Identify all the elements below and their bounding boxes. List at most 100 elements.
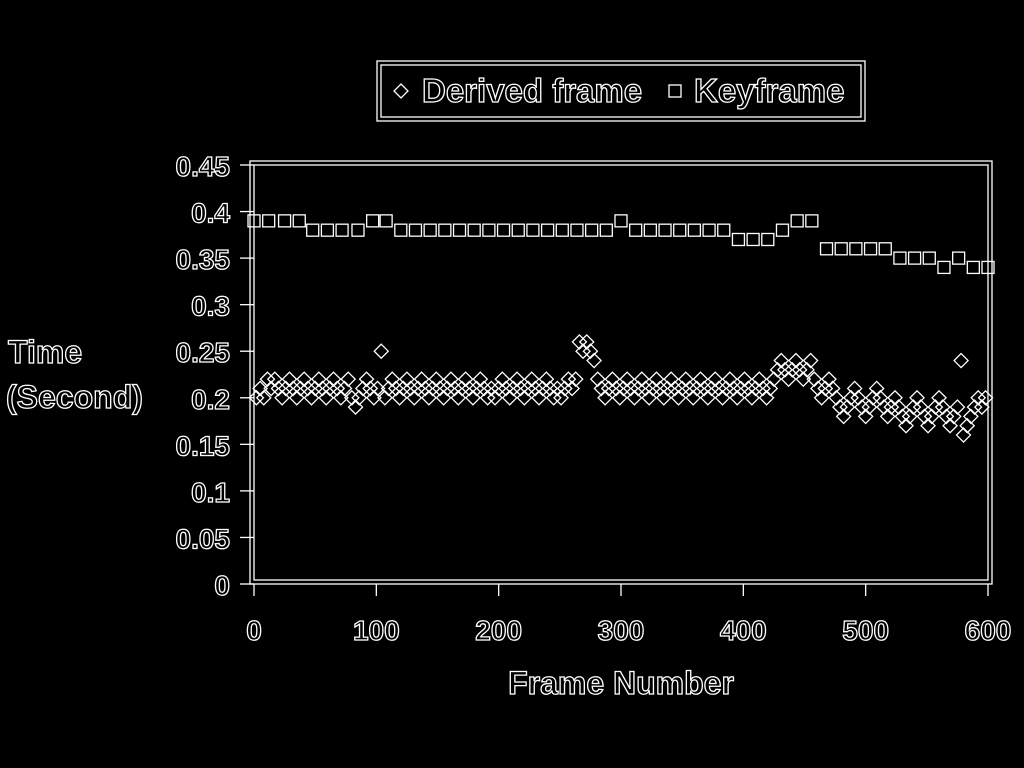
derived-frame-point xyxy=(773,352,790,369)
keyframe-point xyxy=(951,251,966,265)
derived-frame-point xyxy=(879,408,896,425)
derived-frame-series xyxy=(248,333,994,443)
derived-frame-point xyxy=(927,399,944,416)
derived-frame-point xyxy=(248,389,265,406)
derived-frame-point xyxy=(318,389,335,406)
derived-frame-point xyxy=(740,380,757,397)
keyframe-point xyxy=(790,214,804,228)
derived-frame-point xyxy=(494,371,511,388)
keyframe-point xyxy=(849,242,863,256)
derived-frame-point xyxy=(641,389,658,406)
derived-frame-point xyxy=(949,399,966,416)
derived-frame-point xyxy=(648,371,665,388)
legend-frame-inner xyxy=(380,64,862,118)
derived-frame-point xyxy=(817,380,834,397)
keyframe-point xyxy=(438,223,452,237)
derived-frame-point xyxy=(736,371,753,388)
legend-diamond-icon xyxy=(393,83,409,99)
derived-frame-point xyxy=(292,380,309,397)
derived-frame-point xyxy=(626,389,643,406)
derived-frame-point xyxy=(710,380,727,397)
derived-frame-point xyxy=(340,371,357,388)
keyframe-point xyxy=(351,223,365,237)
derived-frame-point xyxy=(931,389,947,406)
keyframe-point xyxy=(731,232,746,247)
keyframe-point xyxy=(540,223,555,237)
keyframe-point xyxy=(687,223,702,237)
derived-frame-point xyxy=(402,380,419,397)
derived-frame-point xyxy=(644,380,661,397)
derived-frame-point xyxy=(421,389,437,406)
derived-frame-point xyxy=(545,389,562,406)
derived-frame-point xyxy=(633,371,650,388)
derived-frame-point xyxy=(281,371,298,388)
legend: Derived frame Keyframe xyxy=(376,60,866,122)
derived-frame-point xyxy=(846,380,863,397)
derived-frame-point xyxy=(465,389,481,406)
derived-frame-point xyxy=(439,380,456,397)
derived-frame-point xyxy=(707,371,724,388)
keyframe-point xyxy=(614,214,628,228)
derived-frame-point xyxy=(446,380,463,397)
derived-frame-point xyxy=(303,389,320,406)
keyframe-point xyxy=(570,223,584,237)
derived-frame-point xyxy=(252,380,269,397)
derived-frame-point xyxy=(973,399,990,416)
derived-frame-point xyxy=(472,371,489,388)
derived-frame-point xyxy=(898,417,914,434)
derived-frame-point xyxy=(365,389,382,406)
derived-frame-point xyxy=(962,408,979,425)
derived-frame-point xyxy=(692,371,709,388)
keyframe-point xyxy=(584,223,599,237)
derived-frame-point xyxy=(314,380,331,397)
derived-frame-point xyxy=(659,380,676,397)
derived-frame-point xyxy=(487,389,503,406)
derived-frame-point xyxy=(501,389,518,406)
keyframe-point xyxy=(262,214,276,228)
derived-frame-point xyxy=(977,389,994,406)
derived-frame-point xyxy=(428,371,445,388)
keyframe-point xyxy=(467,223,481,237)
derived-frame-point xyxy=(325,371,342,388)
derived-frame-point xyxy=(406,389,423,406)
derived-frame-point xyxy=(358,371,375,388)
derived-frame-point xyxy=(424,380,441,397)
derived-frame-point xyxy=(611,389,628,406)
y-tick-label: 0.4 xyxy=(191,198,230,229)
derived-frame-point xyxy=(450,389,467,406)
derived-frame-point xyxy=(553,389,569,406)
keyframe-point xyxy=(761,232,775,247)
legend-label-keyframe: Keyframe xyxy=(694,72,844,109)
keyframe-point xyxy=(335,223,349,237)
derived-frame-point xyxy=(288,389,305,406)
derived-frame-point xyxy=(270,380,287,397)
keyframe-point xyxy=(408,223,423,237)
derived-frame-point xyxy=(512,380,529,397)
derived-frame-point xyxy=(909,389,925,406)
derived-frame-point xyxy=(376,389,393,406)
derived-frame-point xyxy=(894,408,911,425)
derived-frame-point xyxy=(255,389,272,406)
derived-frame-point xyxy=(347,399,364,416)
keyframe-point xyxy=(599,223,613,237)
derived-frame-point xyxy=(369,380,386,397)
derived-frame-point xyxy=(652,380,669,397)
derived-frame-point xyxy=(934,399,951,416)
derived-frame-point xyxy=(505,380,522,397)
derived-frame-point xyxy=(534,380,551,397)
y-tick-label: 0.45 xyxy=(176,151,231,182)
derived-frame-point xyxy=(454,380,470,397)
derived-frame-point xyxy=(806,371,823,388)
derived-frame-point xyxy=(380,380,397,397)
x-axis-title: Frame Number xyxy=(508,665,734,701)
derived-frame-point xyxy=(523,371,540,388)
derived-frame-point xyxy=(567,371,584,388)
keyframe-point xyxy=(366,214,380,228)
keyframe-point xyxy=(922,251,936,265)
derived-frame-point xyxy=(343,389,360,406)
keyframe-point xyxy=(452,223,467,237)
derived-frame-point xyxy=(582,343,599,360)
derived-frame-point xyxy=(777,361,793,378)
derived-frame-point xyxy=(901,408,918,425)
y-tick-label: 0.1 xyxy=(191,477,230,508)
